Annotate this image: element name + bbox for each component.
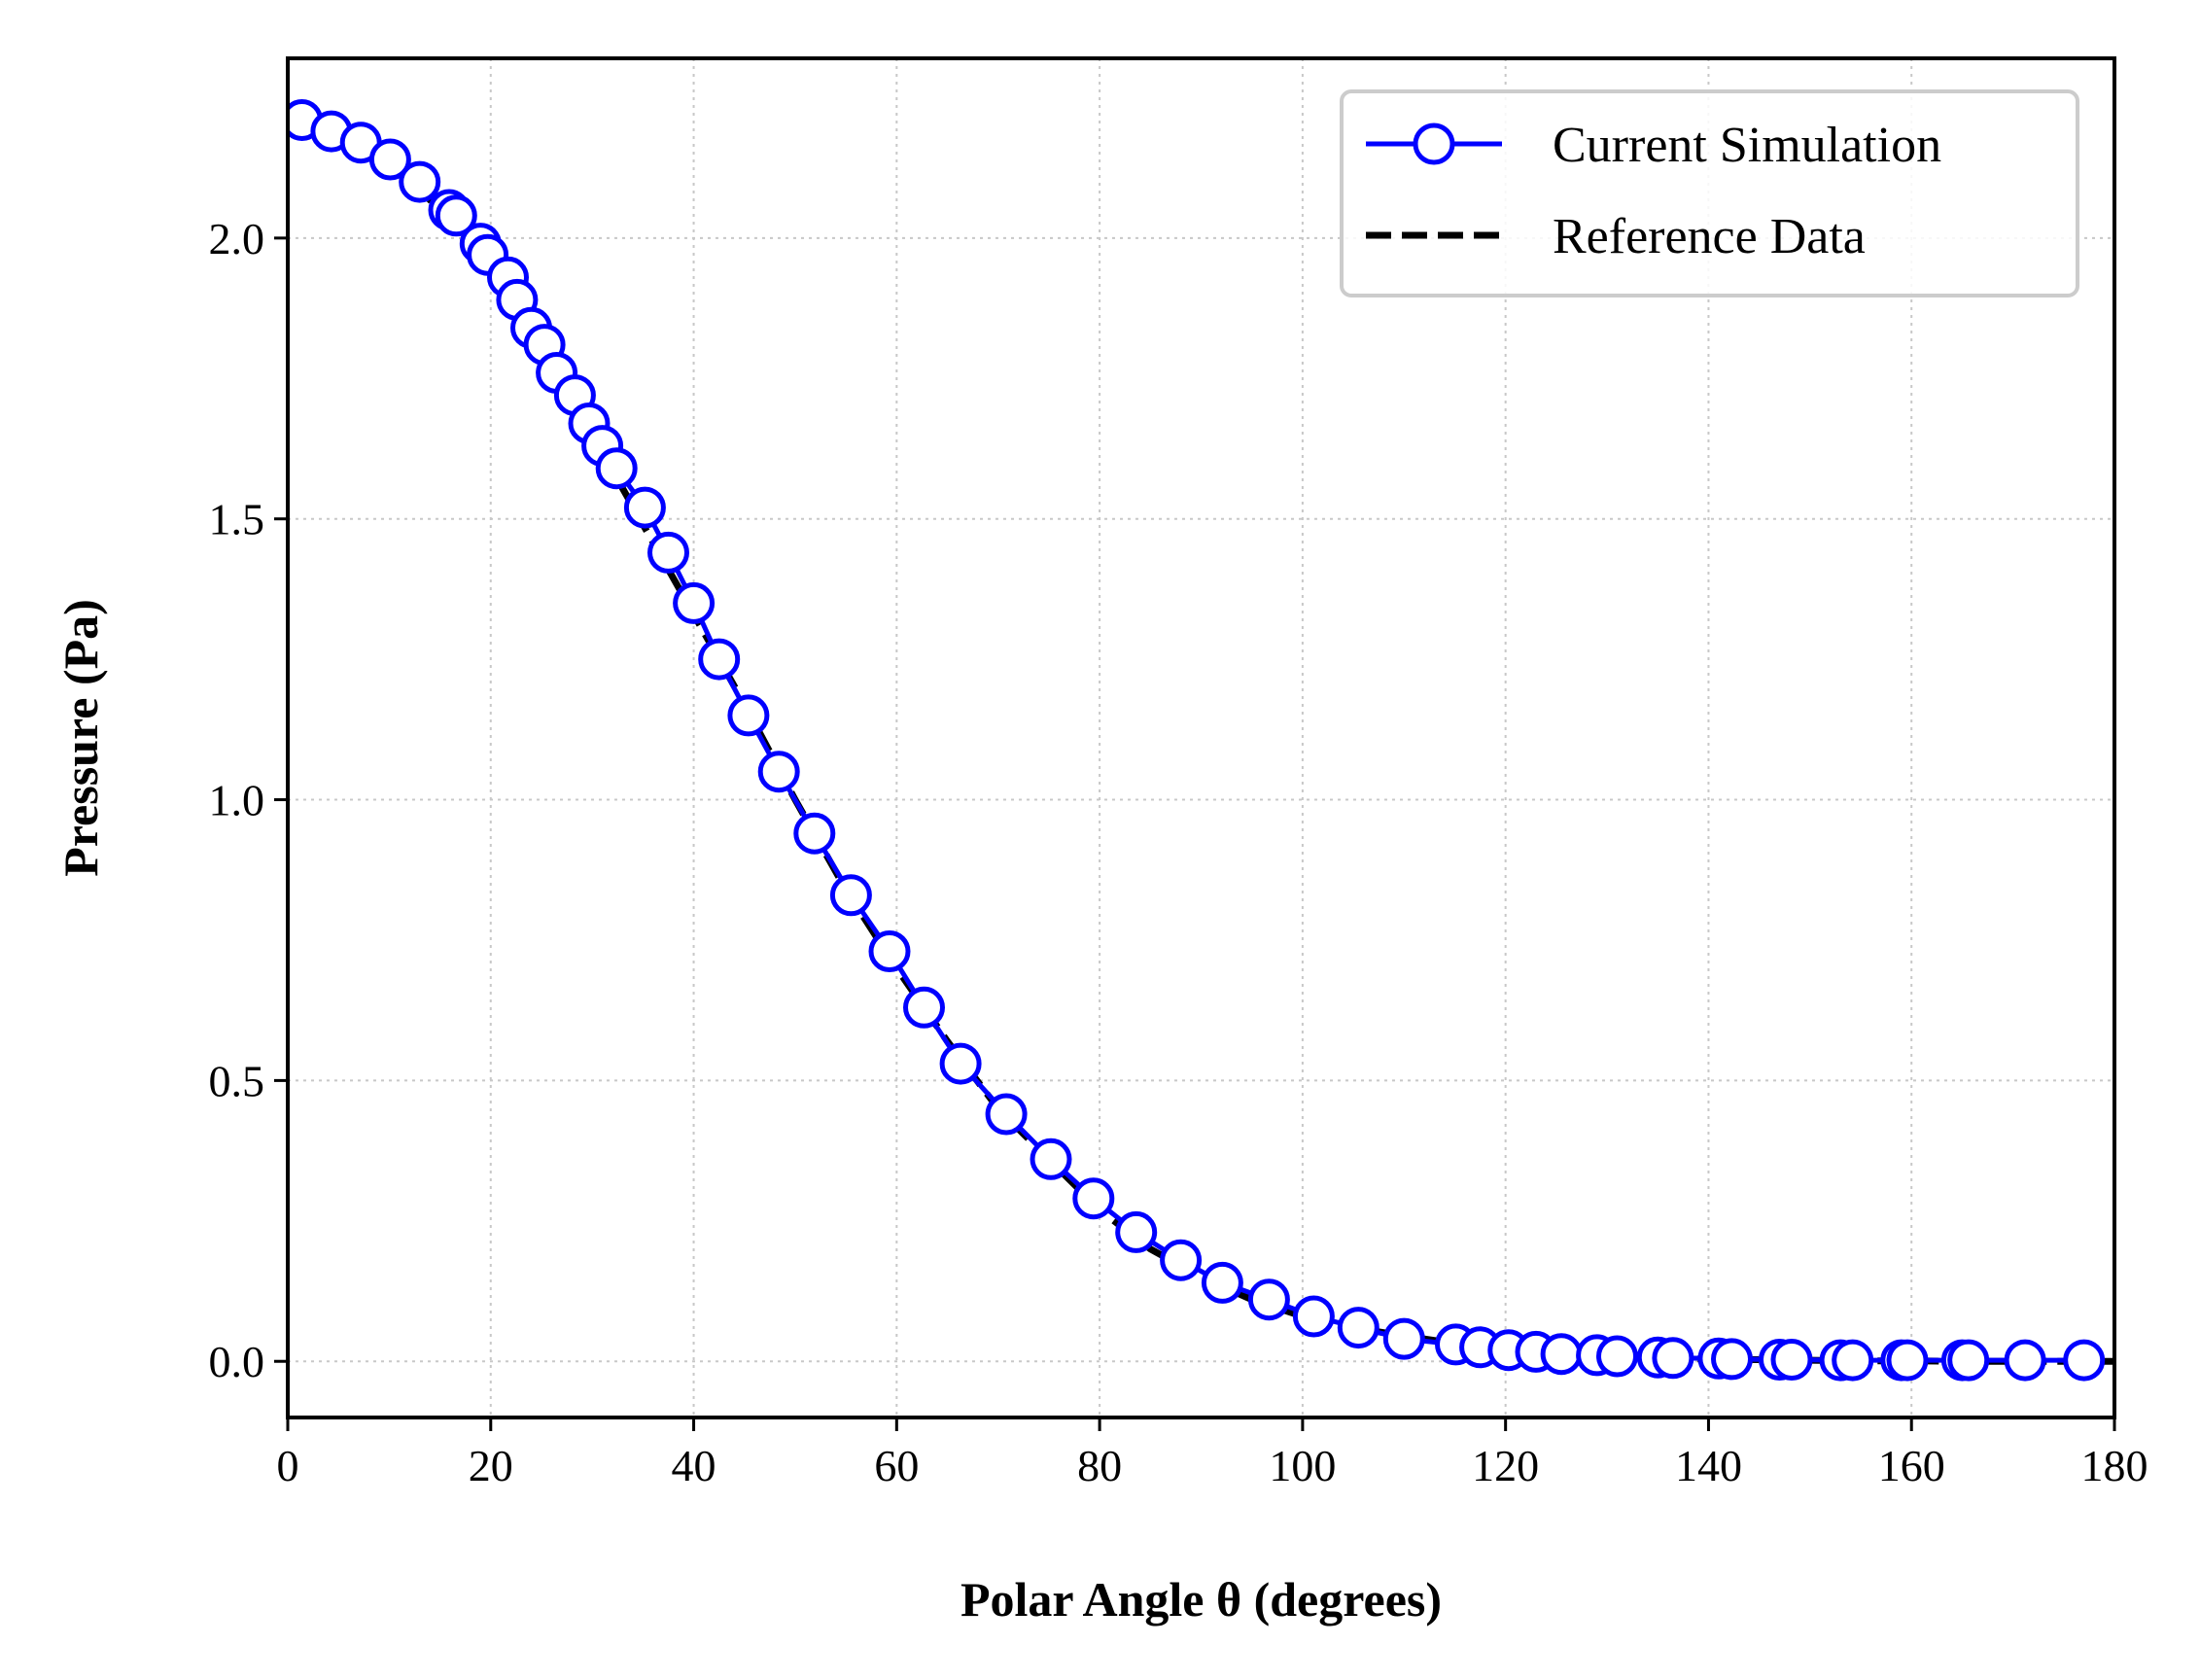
x-tick-label: 180 — [2081, 1441, 2148, 1490]
axis-ticks: 0 20 40 60 80 100 120 140 160 180 0.0 0.5 1.0 1.5 2.0 — [209, 214, 2148, 1490]
simulation-point — [1382, 1317, 1425, 1360]
simulation-point — [698, 638, 741, 681]
legend-simulation-marker — [1413, 122, 1455, 165]
simulation-point — [1540, 1333, 1583, 1376]
simulation-point — [435, 194, 477, 237]
legend-reference-label: Reference Data — [1553, 209, 1866, 264]
x-tick-label: 100 — [1269, 1441, 1336, 1490]
simulation-point — [1115, 1210, 1158, 1253]
legend: Current Simulation Reference Data — [1340, 89, 2079, 298]
x-axis-label: Polar Angle θ (degrees) — [960, 1572, 1442, 1627]
simulation-point — [1832, 1339, 1874, 1382]
y-tick-label: 1.5 — [209, 495, 265, 544]
simulation-point — [829, 874, 872, 917]
simulation-point — [1947, 1339, 1990, 1382]
legend-simulation-label: Current Simulation — [1553, 118, 1941, 173]
simulation-point — [1247, 1278, 1290, 1321]
simulation-point — [1072, 1177, 1115, 1220]
x-tick-label: 0 — [277, 1441, 299, 1490]
y-axis-label: Pressure (Pa) — [53, 599, 108, 877]
simulation-point — [1337, 1307, 1379, 1349]
simulation-point — [1596, 1335, 1638, 1378]
simulation-point — [1030, 1138, 1072, 1180]
simulation-point — [368, 138, 411, 181]
simulation-point — [1770, 1339, 1813, 1381]
simulation-point — [623, 486, 666, 529]
simulation-point — [595, 447, 638, 490]
simulation-point — [673, 581, 716, 624]
legend-box — [1340, 89, 2079, 298]
simulation-point — [793, 812, 836, 855]
y-tick-label: 2.0 — [209, 214, 265, 263]
simulation-point — [727, 694, 770, 737]
simulation-point — [1652, 1337, 1694, 1380]
y-tick-label: 1.0 — [209, 776, 265, 825]
x-tick-label: 120 — [1472, 1441, 1539, 1490]
plot-frame — [286, 56, 2116, 1419]
x-tick-label: 20 — [469, 1441, 513, 1490]
simulation-point — [985, 1093, 1028, 1136]
simulation-point — [939, 1042, 982, 1085]
simulation-point — [903, 986, 945, 1029]
x-tick-label: 60 — [874, 1441, 919, 1490]
simulation-point — [868, 930, 911, 972]
x-tick-label: 140 — [1675, 1441, 1742, 1490]
simulation-point — [647, 531, 689, 574]
simulation-point — [757, 751, 800, 793]
simulation-point — [2004, 1339, 2046, 1382]
x-tick-label: 160 — [1878, 1441, 1945, 1490]
simulation-series — [288, 99, 2106, 1382]
simulation-point — [1160, 1239, 1203, 1281]
simulation-point — [399, 160, 441, 203]
y-tick-label: 0.5 — [209, 1056, 265, 1105]
x-tick-label: 80 — [1077, 1441, 1122, 1490]
simulation-point — [1292, 1295, 1335, 1338]
x-tick-label: 40 — [672, 1441, 716, 1490]
simulation-point — [1886, 1339, 1929, 1382]
simulation-point — [1201, 1261, 1243, 1304]
simulation-point — [2063, 1339, 2106, 1382]
simulation-point — [1711, 1338, 1753, 1381]
y-tick-label: 0.0 — [209, 1337, 265, 1386]
